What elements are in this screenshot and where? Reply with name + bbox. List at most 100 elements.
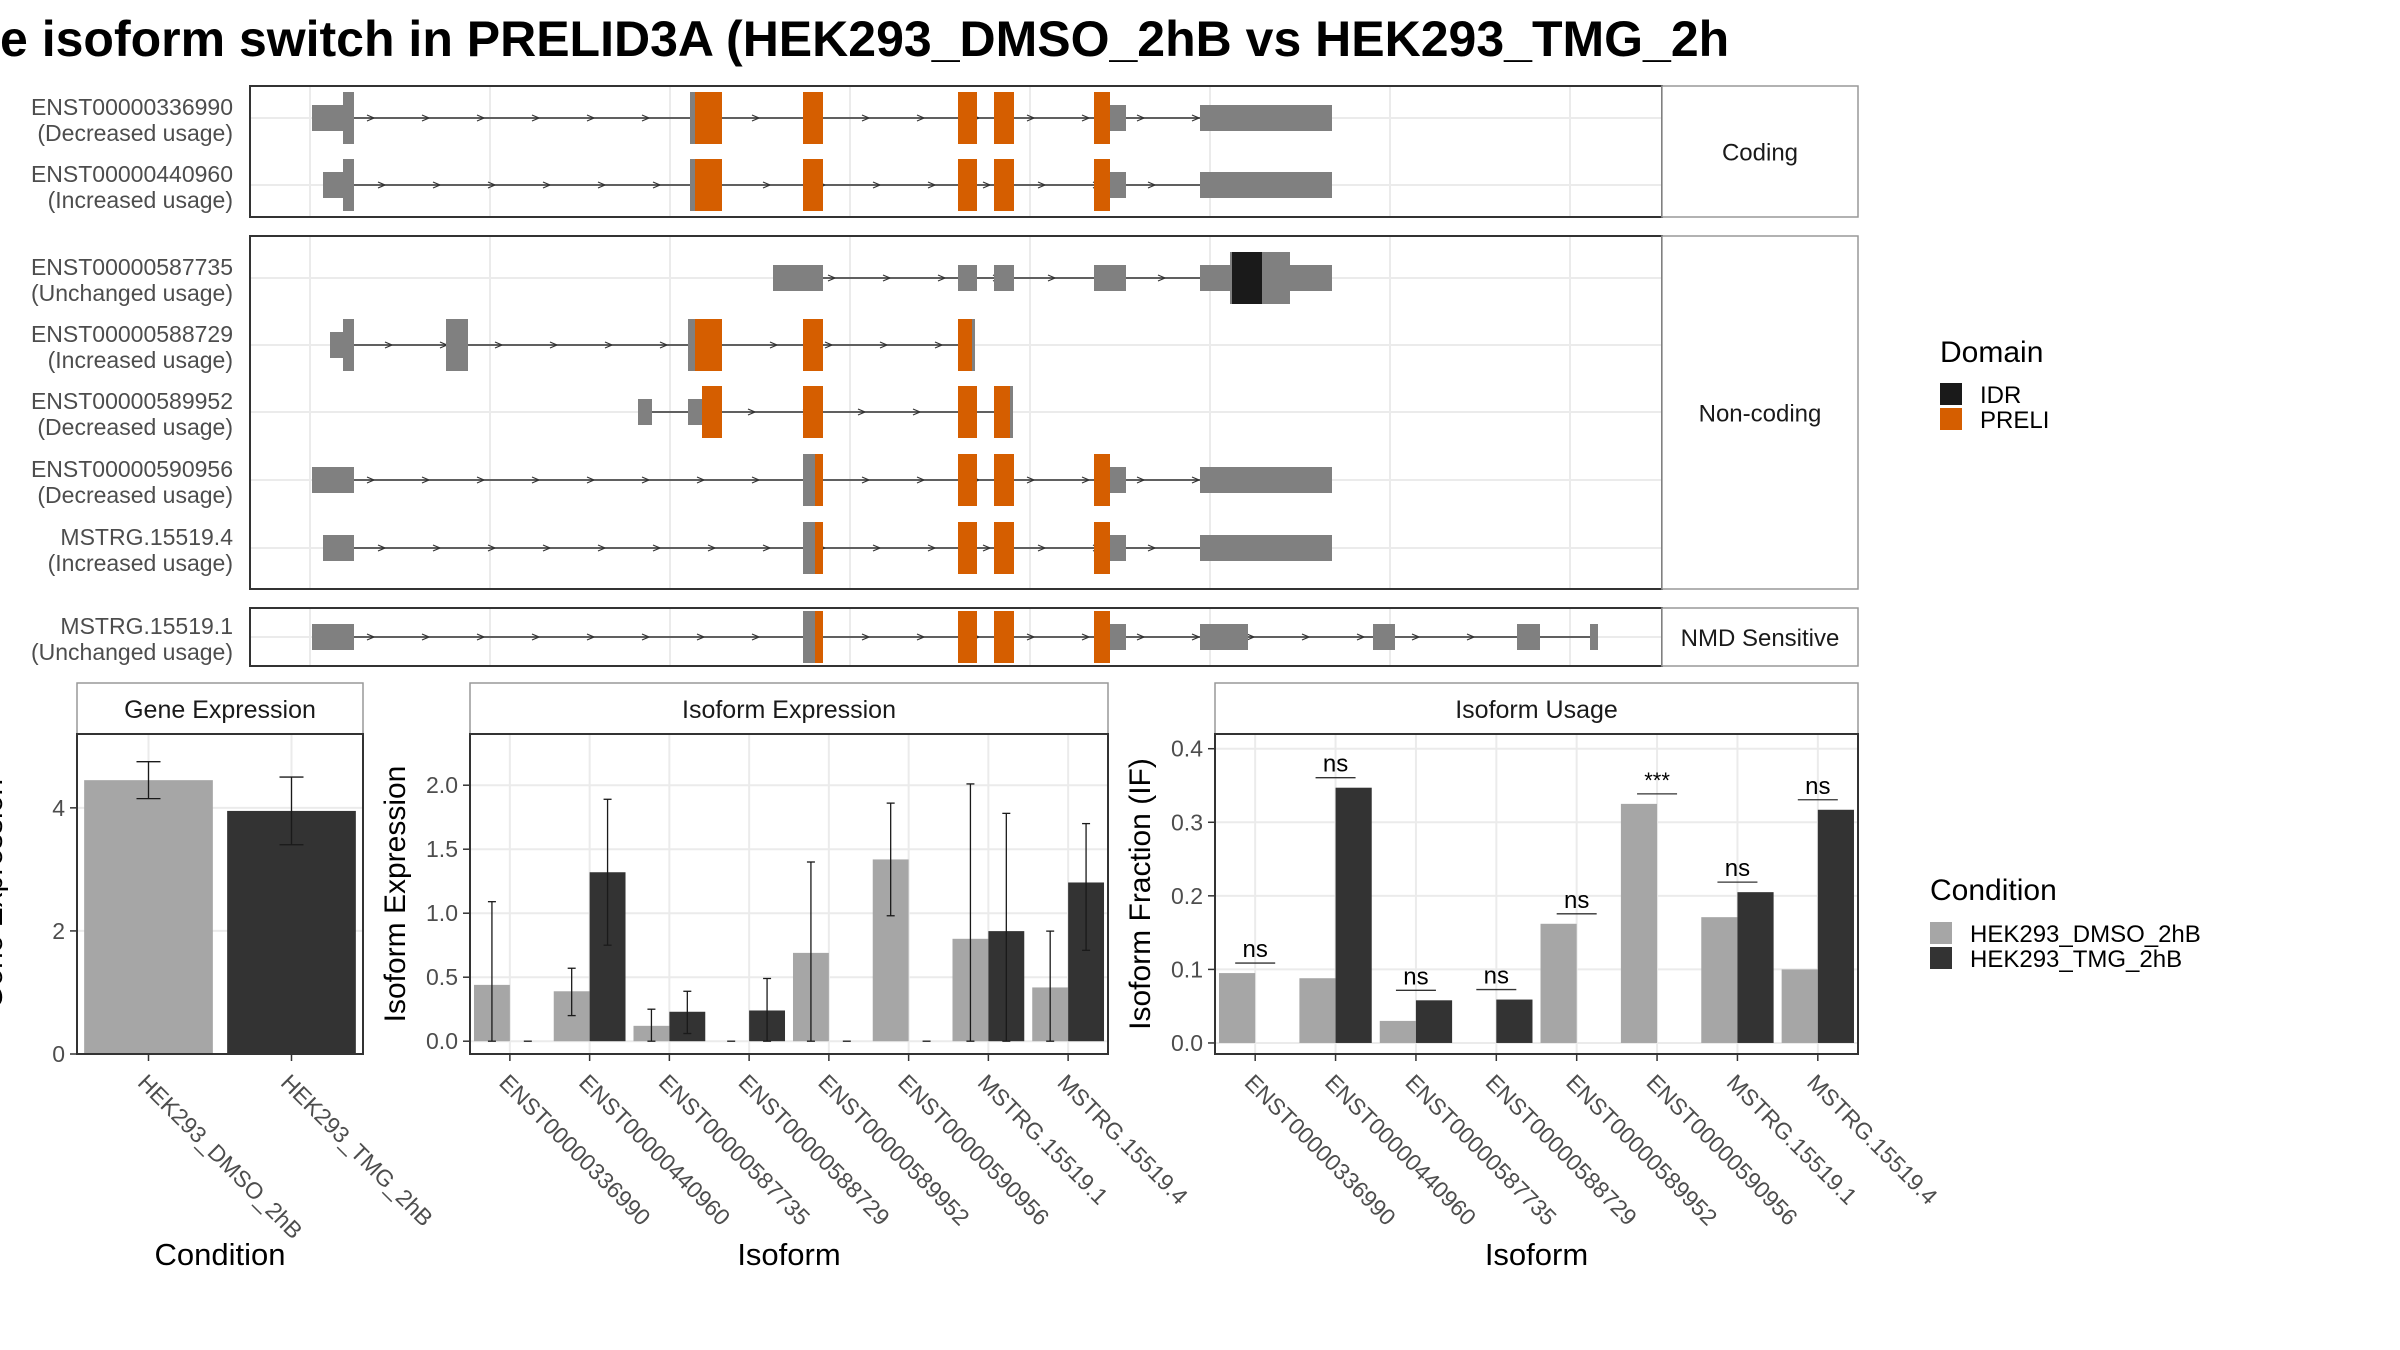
exon-block [323,535,354,561]
data-bar [1299,978,1336,1043]
significance-label: *** [1644,768,1670,793]
intron-arrow [1047,274,1057,282]
exon-block [1262,252,1290,304]
preli-domain [994,159,1014,211]
y-axis-title: Isoform Expression [379,766,412,1023]
significance-label: ns [1323,751,1348,778]
chart-title-strip [1214,682,1859,735]
intron-arrow [1356,633,1366,641]
exon-block [1110,172,1126,198]
intron-arrow [432,181,442,189]
preli-domain [994,611,1014,663]
preli-domain [815,454,823,506]
transcript-usage-label: (Unchanged usage) [31,280,233,306]
intron-arrow [927,544,937,552]
intron-arrow [769,341,779,349]
exon-block [803,454,815,506]
intron-arrow [586,476,596,484]
y-tick-label: 0.0 [1171,1030,1203,1056]
intron-arrow [531,114,541,122]
intron-arrow [366,476,376,484]
exon-block [323,172,343,198]
intron-arrow [762,181,772,189]
preli-domain [702,386,722,438]
data-bar [1737,892,1774,1043]
preli-domain [958,611,977,663]
intron-arrow [597,181,607,189]
exon-block [1110,467,1126,493]
legend-key-dmso [1930,922,1952,944]
intron-arrow [542,181,552,189]
intron-arrow [652,181,662,189]
domain-legend: Domain IDR PRELI [1940,336,2049,434]
x-tick-label: ENST00000588729 [734,1069,895,1230]
transcript-usage-label: (Decreased usage) [37,120,233,146]
x-tick-label: ENST00000587735 [1400,1069,1561,1230]
transcript-structure-panel: ENST00000336990(Decreased usage) ENST0000… [31,85,1859,667]
facet-strip [1661,607,1859,667]
preli-domain [994,92,1014,144]
intron-arrow [1246,633,1256,641]
preli-domain [994,522,1014,574]
data-bar [1379,1020,1416,1043]
exon-block [446,319,468,371]
exon-block [1110,624,1126,650]
intron-arrow [421,114,431,122]
structure-panel-border [249,85,1663,218]
transcript-usage-label: (Increased usage) [48,187,233,213]
x-tick-label: HEK293_DMSO_2hB [133,1069,308,1244]
intron-arrow [476,633,486,641]
intron-arrow [487,181,497,189]
exon-block [1200,624,1248,650]
exon-block [1200,172,1332,198]
exon-block [688,319,695,371]
x-tick-label: ENST00000336990 [494,1069,655,1230]
preli-domain [1094,522,1110,574]
intron-arrow [934,341,944,349]
intron-arrow [1136,114,1146,122]
intron-arrow [586,633,596,641]
transcript-id-label: ENST00000336990 [31,94,233,120]
exon-block [1290,265,1332,291]
exon-block [343,159,354,211]
intron-arrow [751,633,761,641]
intron-arrow [421,476,431,484]
exon-block [343,92,354,144]
significance-label: ns [1243,936,1268,963]
exon-block [690,159,695,211]
transcript-id-label: ENST00000589952 [31,388,233,414]
exon-block [690,92,695,144]
intron-arrow [747,408,757,416]
exon-block [312,105,343,131]
intron-arrow [476,114,486,122]
data-bar [84,780,213,1054]
x-tick-label: ENST00000588729 [1481,1069,1642,1230]
intron-arrow [982,544,992,552]
bar-charts: Gene Expression 0 2 4 HEK293_DMSO_2hBHEK293_… [0,682,1943,1272]
legend-label-preli: PRELI [1980,407,2049,434]
intron-arrow [916,476,926,484]
exon-block [1010,386,1013,438]
intron-arrow [1136,633,1146,641]
intron-arrow [1157,274,1167,282]
legend-key-idr [1940,383,1962,405]
exon-block [1200,467,1332,493]
intron-arrow [1037,181,1047,189]
intron-arrow [912,408,922,416]
transcript-id-label: MSTRG.15519.4 [60,524,233,550]
preli-domain [1094,454,1110,506]
y-tick-label: 0.1 [1171,956,1203,982]
intron-arrow [641,633,651,641]
x-tick-label: ENST00000440960 [574,1069,735,1230]
y-tick-label: 2.0 [426,772,458,798]
data-bar [1781,969,1818,1043]
preli-domain [803,92,823,144]
preli-domain [695,92,722,144]
intron-arrow [861,476,871,484]
exon-block [994,265,1014,291]
intron-arrow [696,476,706,484]
intron-arrow [652,544,662,552]
data-bar [1496,999,1533,1043]
intron-arrow [1026,476,1036,484]
